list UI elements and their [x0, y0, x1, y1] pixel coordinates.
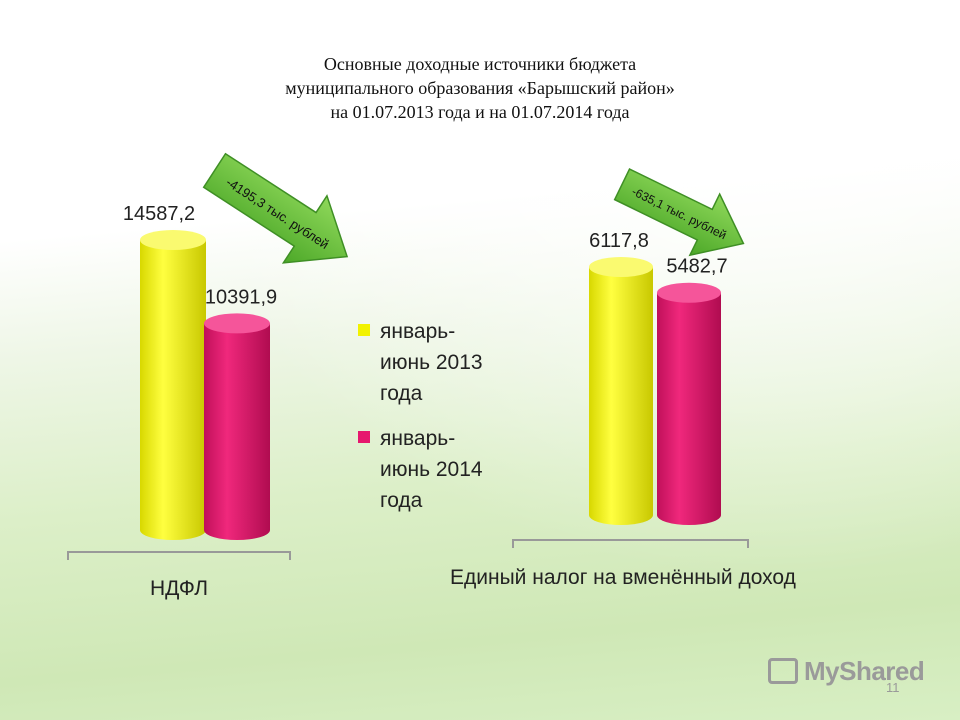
legend-label-2013-line3: года	[380, 382, 423, 405]
legend-item-2014: январь- июнь 2014 года	[358, 423, 520, 516]
bar-0-series-0	[140, 240, 206, 540]
watermark-text: MyShared	[804, 656, 925, 686]
data-label-1-series-1: 5482,7	[666, 256, 727, 278]
bar-1-series-1	[657, 292, 721, 525]
legend-label-2013-line1: январь-	[380, 320, 456, 343]
bar-cap-1-series-0	[589, 257, 653, 277]
page-number: 11	[886, 680, 900, 695]
axis-baseline-2	[512, 539, 749, 548]
legend-label-2014-line1: январь-	[380, 427, 456, 450]
legend-label-2013-line2: июнь 2013	[380, 351, 483, 374]
decrease-arrow-ndfl: -4195,3 тыс. рублей	[202, 152, 349, 264]
data-label-0-series-1: 10391,9	[205, 286, 277, 308]
bar-cap-0-series-1	[204, 313, 270, 334]
title-line-3: на 01.07.2013 года и на 01.07.2014 года	[330, 102, 630, 122]
title-line-1: Основные доходные источники бюджета	[323, 54, 637, 74]
legend: январь- июнь 2013 года январь- июнь 2014…	[358, 316, 520, 516]
data-label-1-series-0: 6117,8	[589, 230, 649, 252]
legend-item-2013: январь- июнь 2013 года	[358, 316, 520, 409]
bar-cap-0-series-0	[140, 230, 206, 250]
bar-1-series-0	[589, 267, 653, 525]
axis-baseline-1	[67, 551, 291, 560]
watermark-logo-icon	[768, 658, 798, 684]
legend-swatch-2013	[358, 324, 370, 336]
legend-label-2014-line2: июнь 2014	[380, 458, 483, 481]
watermark: MyShared	[768, 656, 925, 687]
title-line-2: муниципального образования «Барышский ра…	[285, 78, 675, 98]
category-label-ndfl: НДФЛ	[150, 577, 208, 600]
legend-swatch-2014	[358, 431, 370, 443]
category-label-envd: Единый налог на вменённый доход	[450, 566, 796, 589]
legend-label-2014-line3: года	[380, 489, 423, 512]
data-label-0-series-0: 14587,2	[123, 203, 195, 225]
chart-title: Основные доходные источники бюджета муни…	[0, 52, 960, 124]
bar-cap-1-series-1	[657, 282, 721, 303]
bar-0-series-1	[204, 323, 270, 540]
